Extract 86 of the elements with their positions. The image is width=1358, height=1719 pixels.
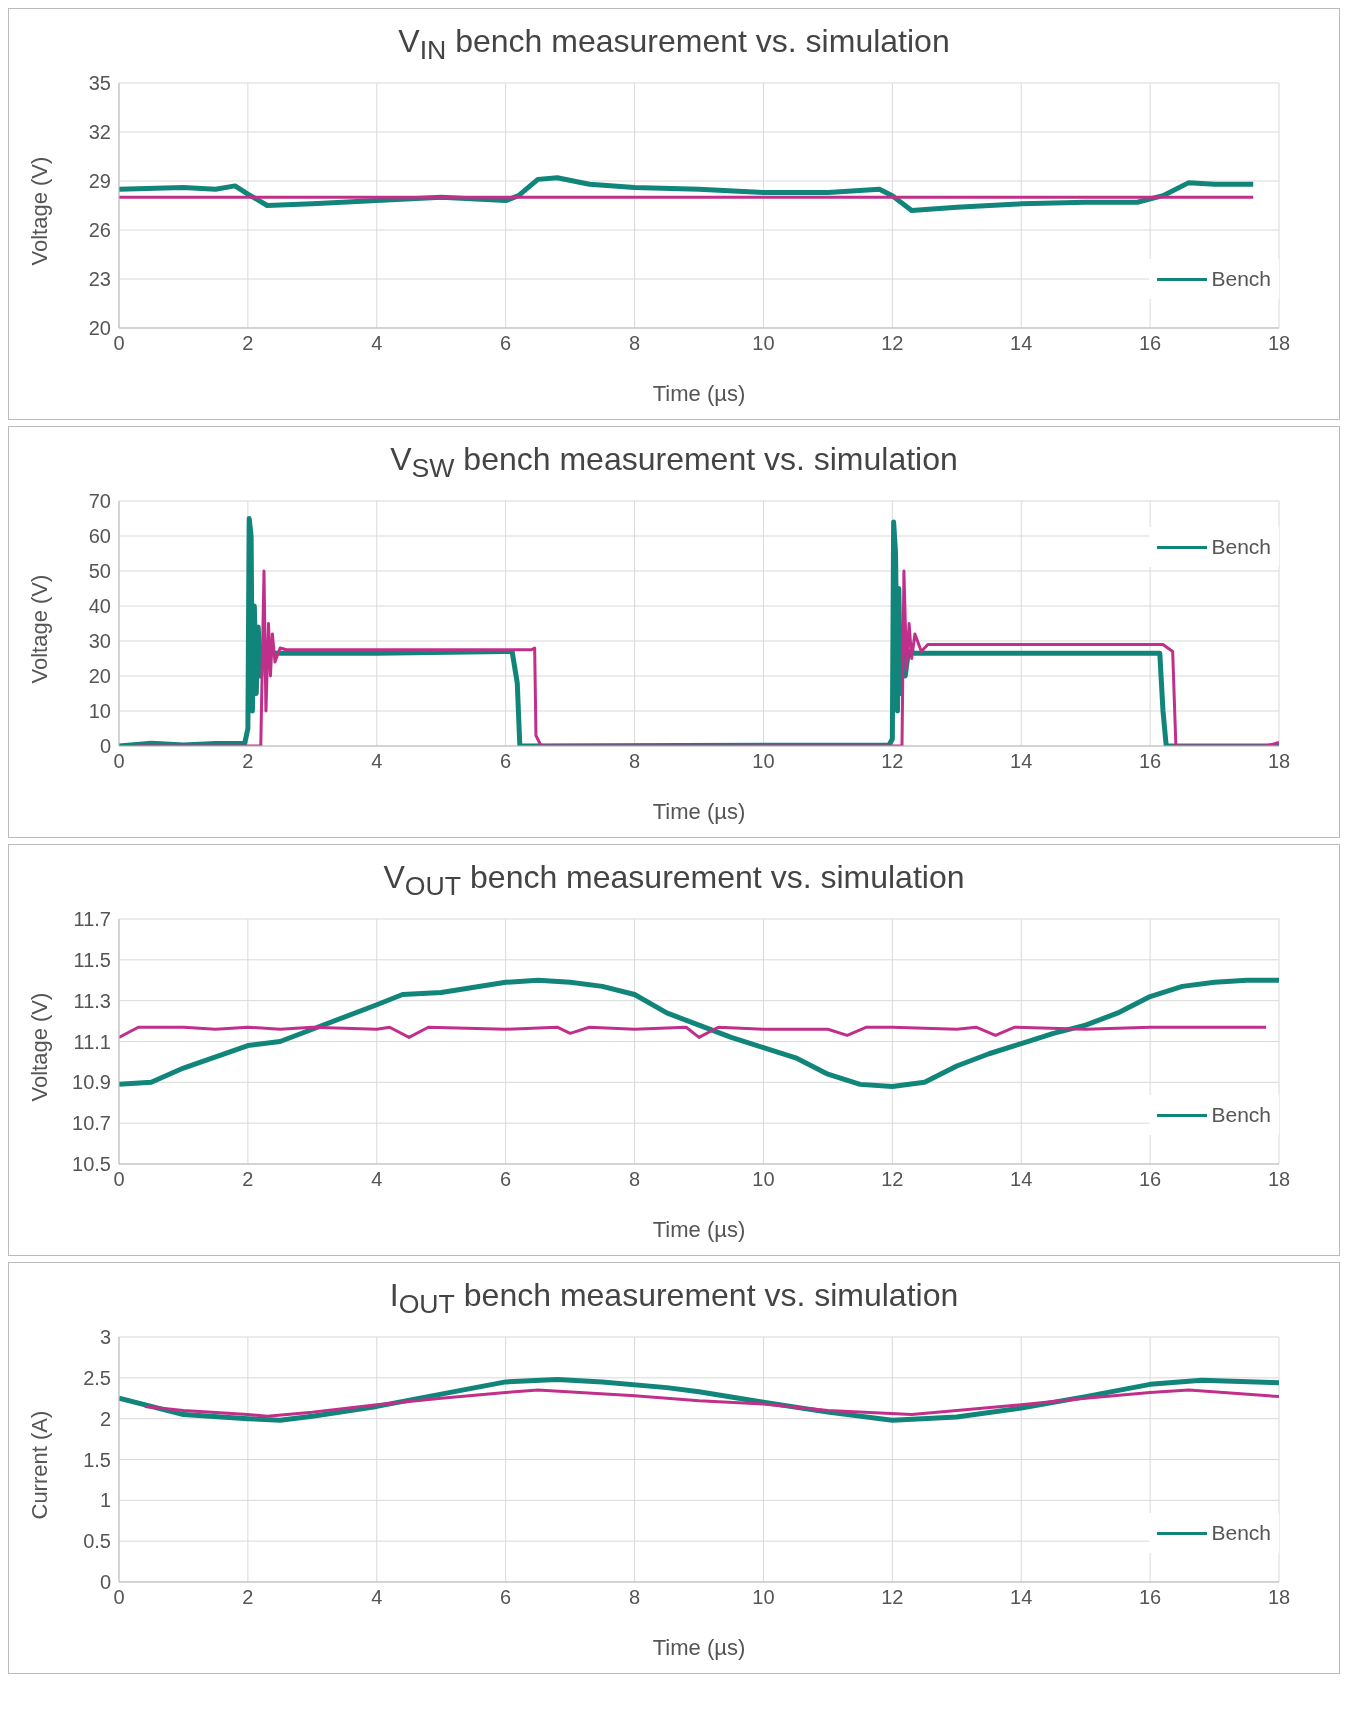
chart-title: V$_{SW}$ bench measurement vs. simulation [389,440,959,486]
x-tick-label: 6 [500,332,512,355]
y-tick-label: 1 [99,1489,111,1512]
x-tick-label: 16 [1138,332,1162,355]
y-tick-label: 10 [88,700,111,723]
y-axis-title: Voltage (V) [26,992,52,1102]
x-tick-label: 8 [628,1586,641,1609]
x-tick-label: 6 [500,1168,512,1191]
x-tick-label: 6 [500,750,512,773]
legend-label: Bench [1211,1521,1271,1545]
x-tick-label: 8 [628,1168,641,1191]
y-tick-label: 1.5 [83,1448,111,1471]
y-tick-label: 29 [88,170,111,193]
x-tick-label: 14 [1010,750,1033,773]
x-tick-label: 0 [113,1168,125,1191]
y-tick-label: 11.3 [73,989,111,1012]
x-tick-label: 18 [1267,750,1291,773]
x-tick-label: 2 [242,750,254,773]
x-axis-title: Time (µs) [652,381,746,406]
x-tick-label: 10 [752,1168,775,1191]
x-tick-label: 16 [1138,1168,1162,1191]
x-tick-label: 4 [371,1586,383,1609]
y-tick-label: 35 [88,72,111,95]
x-tick-label: 2 [242,1586,254,1609]
x-tick-label: 0 [113,1586,125,1609]
y-tick-label: 20 [88,317,111,340]
x-tick-label: 2 [242,1168,254,1191]
x-tick-label: 4 [371,1168,383,1191]
x-tick-label: 16 [1138,1586,1162,1609]
y-tick-label: 0.5 [83,1530,111,1553]
line-series [119,1025,1268,1039]
x-tick-label: 12 [881,1168,904,1191]
x-tick-label: 12 [881,332,904,355]
y-tick-label: 70 [88,490,111,513]
x-tick-label: 12 [881,1586,904,1609]
y-tick-label: 20 [88,665,111,688]
y-tick-label: 2.5 [83,1366,111,1389]
x-tick-label: 10 [752,1586,775,1609]
y-tick-label: 23 [88,268,111,291]
x-tick-label: 0 [113,750,125,773]
x-tick-label: 18 [1267,332,1291,355]
chart-title: V$_{IN}$ bench measurement vs. simulation [397,22,951,68]
x-tick-label: 8 [628,332,641,355]
x-tick-label: 0 [113,332,125,355]
y-tick-label: 2 [99,1407,111,1430]
x-axis-title: Time (µs) [652,799,746,824]
x-tick-label: 6 [500,1586,512,1609]
y-tick-label: 11.1 [73,1030,111,1053]
x-tick-label: 14 [1010,332,1033,355]
y-tick-label: 0 [99,735,111,758]
y-tick-label: 11.7 [73,908,111,931]
y-tick-label: 26 [88,219,111,242]
y-tick-label: 40 [88,595,111,618]
legend-label: Bench [1211,267,1271,291]
x-axis-title: Time (µs) [652,1635,746,1660]
chart-title: I$_{OUT}$ bench measurement vs. simulation [388,1276,960,1322]
x-tick-label: 18 [1267,1586,1291,1609]
x-tick-label: 12 [881,750,904,773]
y-tick-label: 60 [88,525,111,548]
legend-label: Bench [1211,1103,1271,1127]
x-tick-label: 2 [242,332,254,355]
y-tick-label: 0 [99,1571,111,1594]
y-tick-label: 32 [88,121,111,144]
y-tick-label: 10.9 [72,1071,111,1094]
y-axis-title: Voltage (V) [26,156,52,266]
x-tick-label: 10 [752,332,775,355]
x-tick-label: 16 [1138,750,1162,773]
y-axis-title: Current (A) [26,1410,52,1520]
chart-title: V$_{OUT}$ bench measurement vs. simulation [382,858,966,904]
y-tick-label: 30 [88,630,111,653]
legend-label: Bench [1211,535,1271,559]
x-tick-label: 10 [752,750,775,773]
x-tick-label: 8 [628,750,641,773]
y-tick-label: 50 [88,560,111,583]
y-axis-title: Voltage (V) [26,574,52,684]
x-tick-label: 18 [1267,1168,1291,1191]
x-tick-label: 4 [371,750,383,773]
y-tick-label: 3 [99,1326,111,1349]
y-tick-label: 10.5 [72,1153,111,1176]
x-tick-label: 4 [371,332,383,355]
y-tick-label: 10.7 [72,1112,111,1135]
line-series [143,1388,1279,1418]
x-tick-label: 14 [1010,1168,1033,1191]
y-tick-label: 11.5 [73,948,111,971]
x-axis-title: Time (µs) [652,1217,746,1242]
x-tick-label: 14 [1010,1586,1033,1609]
